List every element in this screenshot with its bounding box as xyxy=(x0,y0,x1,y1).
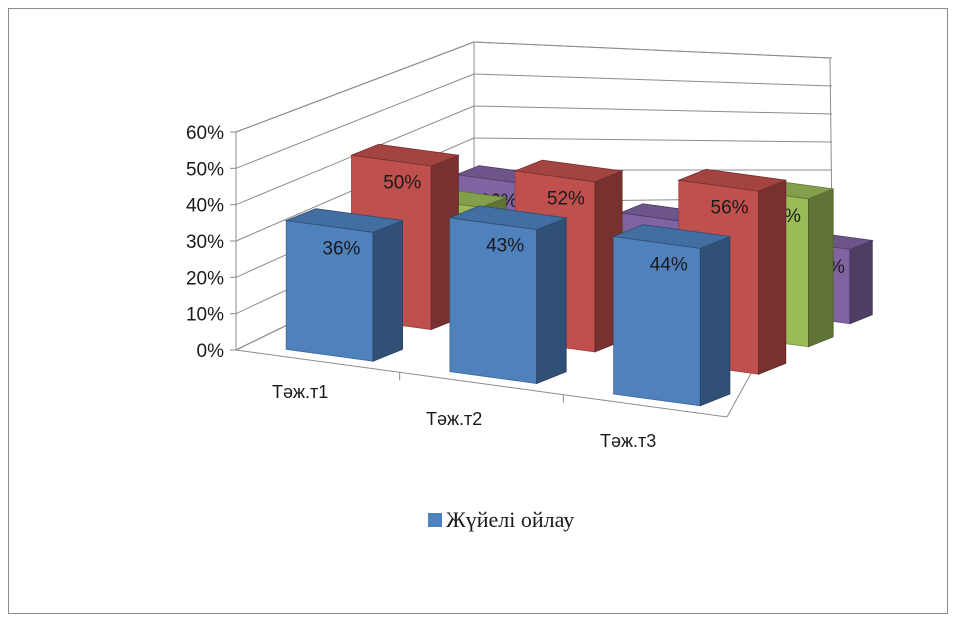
gridline-back xyxy=(473,105,833,115)
bar-side xyxy=(699,235,731,407)
bar-top xyxy=(448,205,568,231)
data-label: 52% xyxy=(547,188,585,209)
x-tick-label: Тәж.т2 xyxy=(426,409,482,429)
bar-top xyxy=(612,224,732,249)
bar-top xyxy=(513,159,624,183)
bar-side xyxy=(808,188,834,348)
bar-side xyxy=(849,239,873,325)
data-label: 56% xyxy=(711,198,749,219)
data-label: 43% xyxy=(486,236,524,257)
bar-side xyxy=(536,217,567,385)
bar-top xyxy=(284,208,405,233)
bar-side xyxy=(372,219,404,362)
data-label: 50% xyxy=(383,173,421,194)
data-label: 44% xyxy=(650,254,688,275)
legend: Жүйелі ойлау xyxy=(428,507,574,532)
y-tick-label: 60% xyxy=(186,123,224,144)
bar-top xyxy=(349,143,460,167)
y-tick-label: 20% xyxy=(186,268,224,289)
bar-side xyxy=(758,179,787,375)
legend-label: Жүйелі ойлау xyxy=(446,507,574,532)
bar-top xyxy=(677,168,788,192)
x-tick-label: Тәж.т1 xyxy=(272,382,328,402)
gridline-back xyxy=(473,137,833,143)
bar: 36% xyxy=(284,208,405,362)
bar: 43% xyxy=(448,205,568,385)
y-tick-label: 40% xyxy=(186,196,224,217)
y-tick-label: 0% xyxy=(197,341,225,362)
x-axis-labels: Тәж.т1 Тәж.т2 Тәж.т3 xyxy=(272,382,656,451)
gridline-back xyxy=(473,73,833,87)
data-label: 36% xyxy=(322,238,360,259)
legend-swatch xyxy=(428,513,442,527)
bar: 44% xyxy=(612,224,732,407)
gridline-back xyxy=(473,41,833,59)
gridline-left xyxy=(235,73,475,169)
y-tick-label: 50% xyxy=(186,159,224,180)
y-tick-label: 30% xyxy=(186,232,224,253)
x-tick-label: Тәж.т3 xyxy=(600,431,656,451)
bars: 36%30%28%32%26%50%50%52%56%36%43%44% xyxy=(284,143,874,407)
gridline-left xyxy=(235,41,475,133)
y-tick-label: 10% xyxy=(186,305,224,326)
y-axis-ticks: 0% 10% 20% 30% 40% 50% 60% xyxy=(186,123,224,362)
